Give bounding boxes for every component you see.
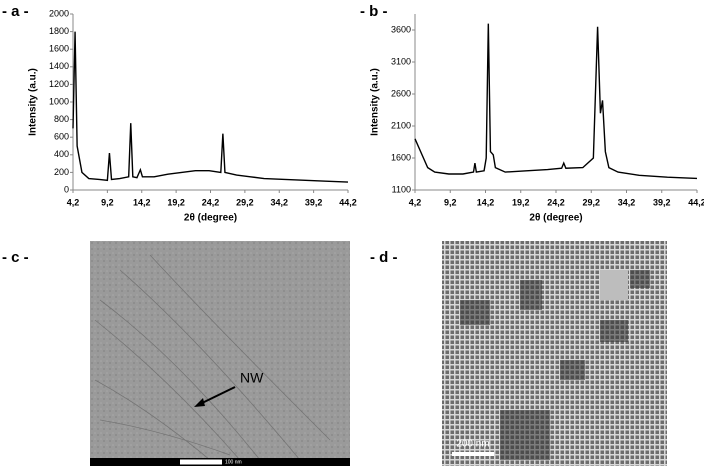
x-tick-label: 9,2 (101, 197, 114, 207)
aggregate-texture (460, 270, 650, 460)
y-tick-label: 1000 (49, 96, 69, 106)
y-tick-label: 1200 (49, 79, 69, 89)
line (72, 31, 349, 183)
x-tick-label: 29,2 (236, 197, 254, 207)
x-tick-label: 19,2 (512, 197, 530, 207)
y-tick-label: 400 (54, 149, 69, 159)
y-tick-label: 1800 (49, 26, 69, 36)
panel-label: - d - (370, 249, 398, 266)
y-tick-label: 0 (64, 184, 69, 194)
x-tick-label: 4,2 (67, 197, 80, 207)
y-tick-label: 800 (54, 114, 69, 124)
x-tick-label: 39,2 (305, 197, 323, 207)
x-tick-label: 9,2 (444, 197, 457, 207)
tem-image (442, 241, 667, 466)
y-tick-label: 2600 (391, 88, 411, 98)
y-tick-label: 1400 (49, 61, 69, 71)
line (414, 23, 698, 180)
x-tick-label: 44,2 (688, 197, 704, 207)
x-axis-title: 2θ (degree) (529, 213, 582, 224)
y-tick-label: 1600 (391, 152, 411, 162)
scale-bar (452, 452, 494, 456)
scale-label: 200 nm (456, 439, 489, 450)
y-tick-label: 1100 (392, 184, 411, 194)
y-axis-title: Intensity (a.u.) (370, 68, 381, 136)
x-tick-label: 24,2 (547, 197, 565, 207)
y-tick-label: 3600 (391, 24, 411, 34)
x-tick-label: 39,2 (653, 197, 671, 207)
panel-label: - b - (360, 3, 388, 20)
panel-label: - a - (2, 3, 29, 20)
y-tick-label: 600 (54, 132, 69, 142)
x-tick-label: 19,2 (167, 197, 185, 207)
x-tick-label: 14,2 (477, 197, 495, 207)
y-tick-label: 3100 (391, 56, 411, 66)
panel-label: - c - (2, 249, 29, 266)
scale-label: 100 nm (225, 459, 242, 465)
nanowire-texture (94, 254, 331, 461)
tem-image (90, 241, 350, 466)
y-tick-label: 2000 (49, 8, 69, 18)
x-tick-label: 34,2 (618, 197, 636, 207)
y-tick-label: 1600 (49, 44, 69, 54)
x-tick-label: 24,2 (202, 197, 220, 207)
y-tick-label: 2100 (391, 120, 411, 130)
x-tick-label: 14,2 (133, 197, 151, 207)
y-axis-title: Intensity (a.u.) (28, 68, 39, 136)
y-tick-label: 200 (54, 167, 69, 177)
x-axis-title: 2θ (degree) (184, 213, 237, 224)
x-tick-label: 44,2 (339, 197, 357, 207)
scale-bar (180, 459, 222, 465)
gap (600, 270, 628, 300)
annotation: NW (240, 370, 264, 386)
x-tick-label: 29,2 (582, 197, 600, 207)
x-tick-label: 34,2 (270, 197, 288, 207)
arrow-head (194, 398, 205, 407)
x-tick-label: 4,2 (409, 197, 422, 207)
arrow (199, 386, 236, 405)
